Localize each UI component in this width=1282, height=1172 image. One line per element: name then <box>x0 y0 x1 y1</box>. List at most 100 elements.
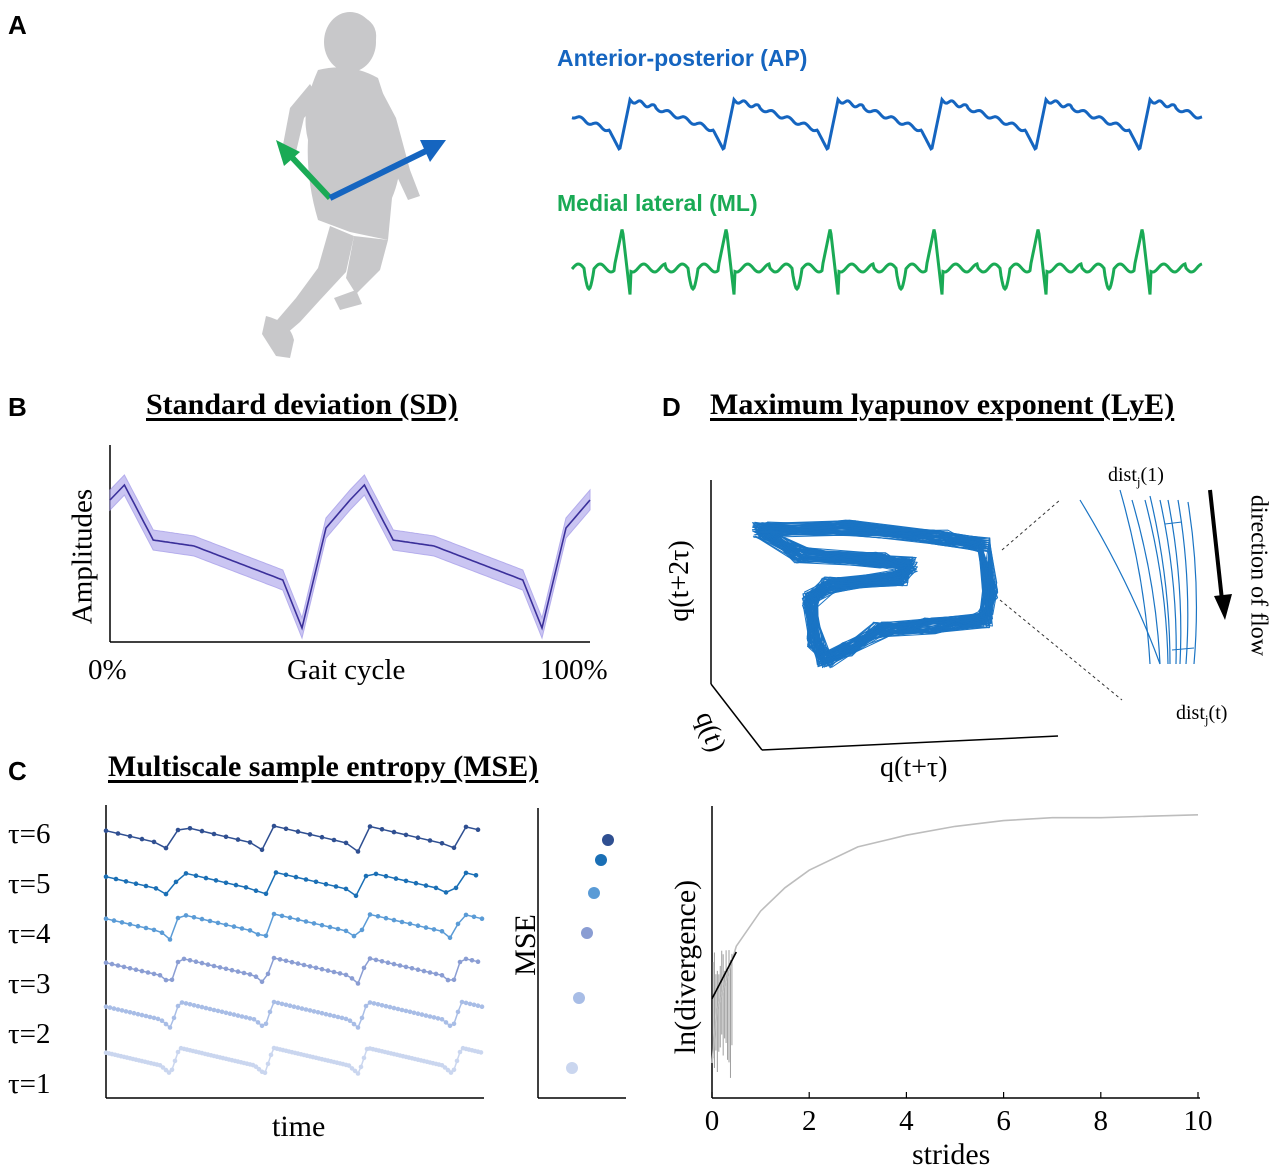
sd-title: Standard deviation (SD) <box>146 388 458 421</box>
mse-trace-point <box>147 1014 153 1020</box>
mse-trace-point <box>299 1006 305 1011</box>
mse-trace-point <box>295 829 301 834</box>
mse-trace-point <box>143 1013 149 1019</box>
mse-trace-point <box>407 921 413 927</box>
mse-trace-point <box>277 957 283 962</box>
mse-trace-point <box>343 928 349 934</box>
mse-trace-point <box>119 920 125 925</box>
mse-trace-point <box>415 1011 421 1016</box>
mse-trace-point <box>103 828 109 833</box>
mse-trace-point <box>163 1021 169 1027</box>
mse-trace-point <box>415 967 421 972</box>
mse-trace-point <box>331 1013 337 1019</box>
mse-trace-point <box>175 959 181 965</box>
mse-trace-point <box>367 912 373 917</box>
mse-trace-point <box>153 886 159 891</box>
mse-trace-point <box>275 1000 281 1006</box>
mse-trace-point <box>451 845 457 851</box>
mse-trace-point <box>407 1009 413 1015</box>
mse-trace-point <box>131 1010 137 1016</box>
divergence-fit-line <box>711 951 738 1000</box>
mse-trace-point <box>467 1001 473 1007</box>
mse-trace-point <box>375 914 381 919</box>
mse-trace-point <box>259 1023 265 1029</box>
attractor-trajectory <box>760 530 991 662</box>
div-x-tick-label: 2 <box>802 1105 817 1137</box>
mse-trace-point <box>442 1065 448 1070</box>
sd-band <box>109 474 591 640</box>
mse-trace-point <box>143 925 149 931</box>
mse-trace-point <box>463 824 469 830</box>
mse-trace-point <box>359 927 365 933</box>
tau-label: τ=2 <box>8 1018 51 1050</box>
mse-trace-point <box>217 965 223 970</box>
mse-trace-point <box>423 883 429 888</box>
mse-trace-point <box>303 877 309 882</box>
mse-trace-point <box>262 1070 268 1076</box>
mse-trace-point <box>327 1012 333 1018</box>
ml-signal-label: Medial lateral (ML) <box>557 190 758 216</box>
mse-trace-point <box>311 1009 317 1014</box>
mse-trace-point <box>256 1066 262 1072</box>
mse-value-dot <box>588 887 600 899</box>
mse-trace-point <box>109 961 115 967</box>
dist-start-arg: (1) <box>1140 464 1164 486</box>
mse-trace-point <box>111 1006 117 1011</box>
mse-trace-point <box>451 1067 457 1073</box>
dist-end-sub: j <box>1204 712 1209 727</box>
mse-trace-point <box>123 1009 129 1014</box>
mse-trace-point <box>235 969 241 974</box>
mse-trace-point <box>191 915 197 920</box>
mse-trace-point <box>287 915 293 920</box>
mse-trace-point <box>247 840 253 845</box>
mse-trace-point <box>175 827 181 833</box>
mse-trace-point <box>307 832 313 837</box>
mse-trace-point <box>127 834 133 839</box>
div-x-tick-label: 10 <box>1184 1105 1213 1137</box>
mse-trace-point <box>403 878 409 884</box>
mse-trace-point <box>243 885 249 890</box>
mse-trace-point <box>166 1070 172 1075</box>
mse-trace-point <box>263 891 269 897</box>
mse-trace-point <box>478 1050 484 1055</box>
panel-c-letter: C <box>8 756 27 786</box>
mse-trace-point <box>289 959 295 965</box>
ap-signal-trace <box>571 96 1203 152</box>
mse-trace-point <box>273 870 279 875</box>
mse-trace-point <box>259 847 265 853</box>
mse-trace-point <box>355 849 361 854</box>
mse-trace-point <box>409 966 415 971</box>
mse-trace-point <box>155 1016 161 1022</box>
mse-trace-point <box>251 1017 257 1022</box>
mse-trace-point <box>423 1013 429 1018</box>
mse-trace-point <box>473 873 479 878</box>
mse-trace-point <box>355 1071 361 1076</box>
mse-trace-point <box>255 932 261 937</box>
mse-trace-point <box>127 922 133 927</box>
mse-trace-point <box>393 876 399 881</box>
mse-trace-point <box>303 1007 309 1012</box>
tau-label: τ=4 <box>8 918 51 950</box>
mse-traces <box>103 823 485 1076</box>
tau-label: τ=5 <box>8 868 51 900</box>
mse-trace-point <box>239 1014 245 1019</box>
mse-trace-point <box>181 956 187 962</box>
mse-trace-point <box>391 961 397 967</box>
mse-trace-point <box>215 1008 221 1014</box>
phase-y-axis <box>710 683 763 751</box>
divergence-noise <box>712 950 733 1078</box>
mse-trace-point <box>172 1058 178 1064</box>
mse-trace-point <box>283 958 289 964</box>
mse-trace-point <box>319 1010 325 1016</box>
mse-trace-point <box>367 1000 373 1005</box>
mse-trace-point <box>355 1025 361 1030</box>
mse-trace-point <box>227 1011 233 1016</box>
mse-trace-point <box>133 967 139 972</box>
mse-trace-point <box>111 918 117 923</box>
mse-trace-point <box>235 837 241 842</box>
mse-trace-point <box>231 924 237 929</box>
mse-trace-point <box>215 920 221 926</box>
mse-trace-point <box>223 922 229 928</box>
mse-trace-point <box>187 1002 193 1007</box>
